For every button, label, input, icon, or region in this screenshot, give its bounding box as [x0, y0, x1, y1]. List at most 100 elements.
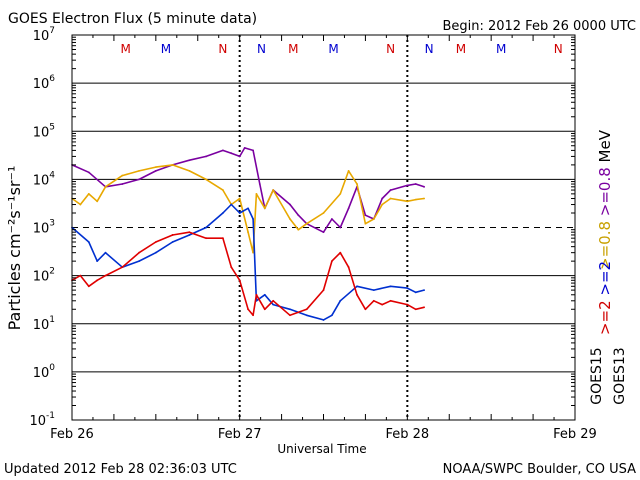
satellite-marker: M — [288, 42, 298, 56]
data-point — [289, 203, 291, 206]
satellite-marker: M — [120, 42, 130, 56]
data-point — [272, 299, 275, 302]
data-point — [330, 314, 333, 317]
data-point — [247, 308, 249, 311]
data-point — [339, 226, 342, 229]
data-point — [154, 241, 157, 243]
data-point — [406, 303, 409, 306]
x-tick-label: Feb 28 — [385, 427, 429, 442]
y-tick-label: 105 — [33, 122, 55, 140]
data-point — [205, 155, 208, 158]
data-point — [255, 293, 258, 296]
data-point — [121, 183, 124, 185]
data-point — [205, 226, 208, 229]
data-point — [79, 203, 82, 206]
data-point — [406, 200, 409, 203]
data-point — [238, 212, 241, 214]
data-point — [305, 314, 308, 317]
data-point — [364, 214, 367, 217]
data-point — [322, 212, 325, 214]
data-point — [104, 185, 107, 188]
chart-title: GOES Electron Flux (5 minute data) — [8, 11, 257, 27]
y-tick-label: 107 — [33, 26, 55, 44]
legend-energy-0.8: >=0.8 >=0.8 MeV — [596, 129, 614, 270]
data-point — [87, 192, 90, 195]
y-tick-label: 104 — [33, 170, 56, 188]
data-point — [154, 170, 157, 172]
data-point — [339, 299, 342, 302]
data-point — [104, 251, 107, 254]
data-point — [205, 178, 208, 181]
data-point — [423, 185, 425, 188]
data-point — [389, 285, 392, 288]
data-point — [364, 308, 367, 311]
data-point — [171, 234, 174, 236]
data-point — [188, 231, 191, 234]
data-point — [423, 289, 425, 292]
y-tick-label: 103 — [33, 219, 55, 237]
x-tick-label: Feb 29 — [553, 427, 597, 442]
legend-goes15: GOES15 — [589, 347, 605, 404]
data-point — [230, 152, 233, 155]
data-point — [79, 274, 82, 277]
data-point — [247, 231, 249, 234]
data-point — [138, 260, 140, 263]
data-point — [171, 163, 174, 166]
satellite-marker: N — [425, 42, 434, 56]
data-point — [87, 285, 90, 288]
data-point — [252, 314, 254, 317]
legend-goes13: GOES13 — [612, 347, 628, 404]
data-point — [389, 299, 392, 302]
data-point — [381, 303, 384, 306]
data-point — [121, 174, 124, 177]
data-point — [154, 251, 157, 254]
data-point — [252, 149, 254, 152]
data-point — [414, 198, 417, 201]
data-point — [87, 241, 90, 243]
satellite-marker: N — [386, 42, 395, 56]
satellite-marker: M — [496, 42, 506, 56]
satellite-marker: N — [554, 42, 563, 56]
x-tick-label: Feb 26 — [50, 427, 94, 442]
data-point — [188, 234, 191, 236]
data-point — [230, 203, 233, 206]
data-point — [356, 183, 358, 185]
data-point — [330, 260, 333, 263]
data-point — [255, 192, 258, 195]
data-point — [222, 237, 224, 240]
data-point — [272, 189, 275, 191]
data-point — [96, 200, 99, 203]
series-line — [71, 231, 425, 317]
satellite-marker: M — [161, 42, 171, 56]
data-point — [230, 266, 233, 269]
data-point — [423, 306, 425, 309]
data-point — [356, 293, 358, 296]
credit-label: NOAA/SWPC Boulder, CO USA — [443, 462, 636, 477]
data-point — [356, 285, 358, 288]
data-point — [347, 207, 350, 210]
data-point — [263, 308, 266, 311]
y-tick-label: 100 — [33, 363, 56, 381]
y-tick-label: 101 — [33, 315, 55, 333]
plot-frame — [71, 34, 576, 421]
data-point — [330, 218, 333, 220]
data-point — [297, 228, 300, 231]
y-tick-label: 102 — [33, 267, 55, 285]
satellite-marker: M — [328, 42, 338, 56]
data-point — [238, 155, 241, 158]
data-point — [87, 171, 90, 174]
data-point — [272, 303, 275, 306]
data-point — [289, 308, 291, 311]
data-point — [138, 170, 140, 172]
data-point — [423, 197, 425, 200]
x-axis-label: Universal Time — [277, 442, 366, 456]
data-point — [347, 170, 350, 172]
data-point — [389, 189, 392, 191]
data-point — [381, 203, 384, 206]
data-point — [222, 149, 224, 152]
data-point — [188, 159, 191, 162]
data-point — [389, 197, 392, 200]
y-tick-label: 106 — [33, 74, 56, 92]
data-point — [289, 314, 291, 317]
data-point — [381, 197, 384, 200]
